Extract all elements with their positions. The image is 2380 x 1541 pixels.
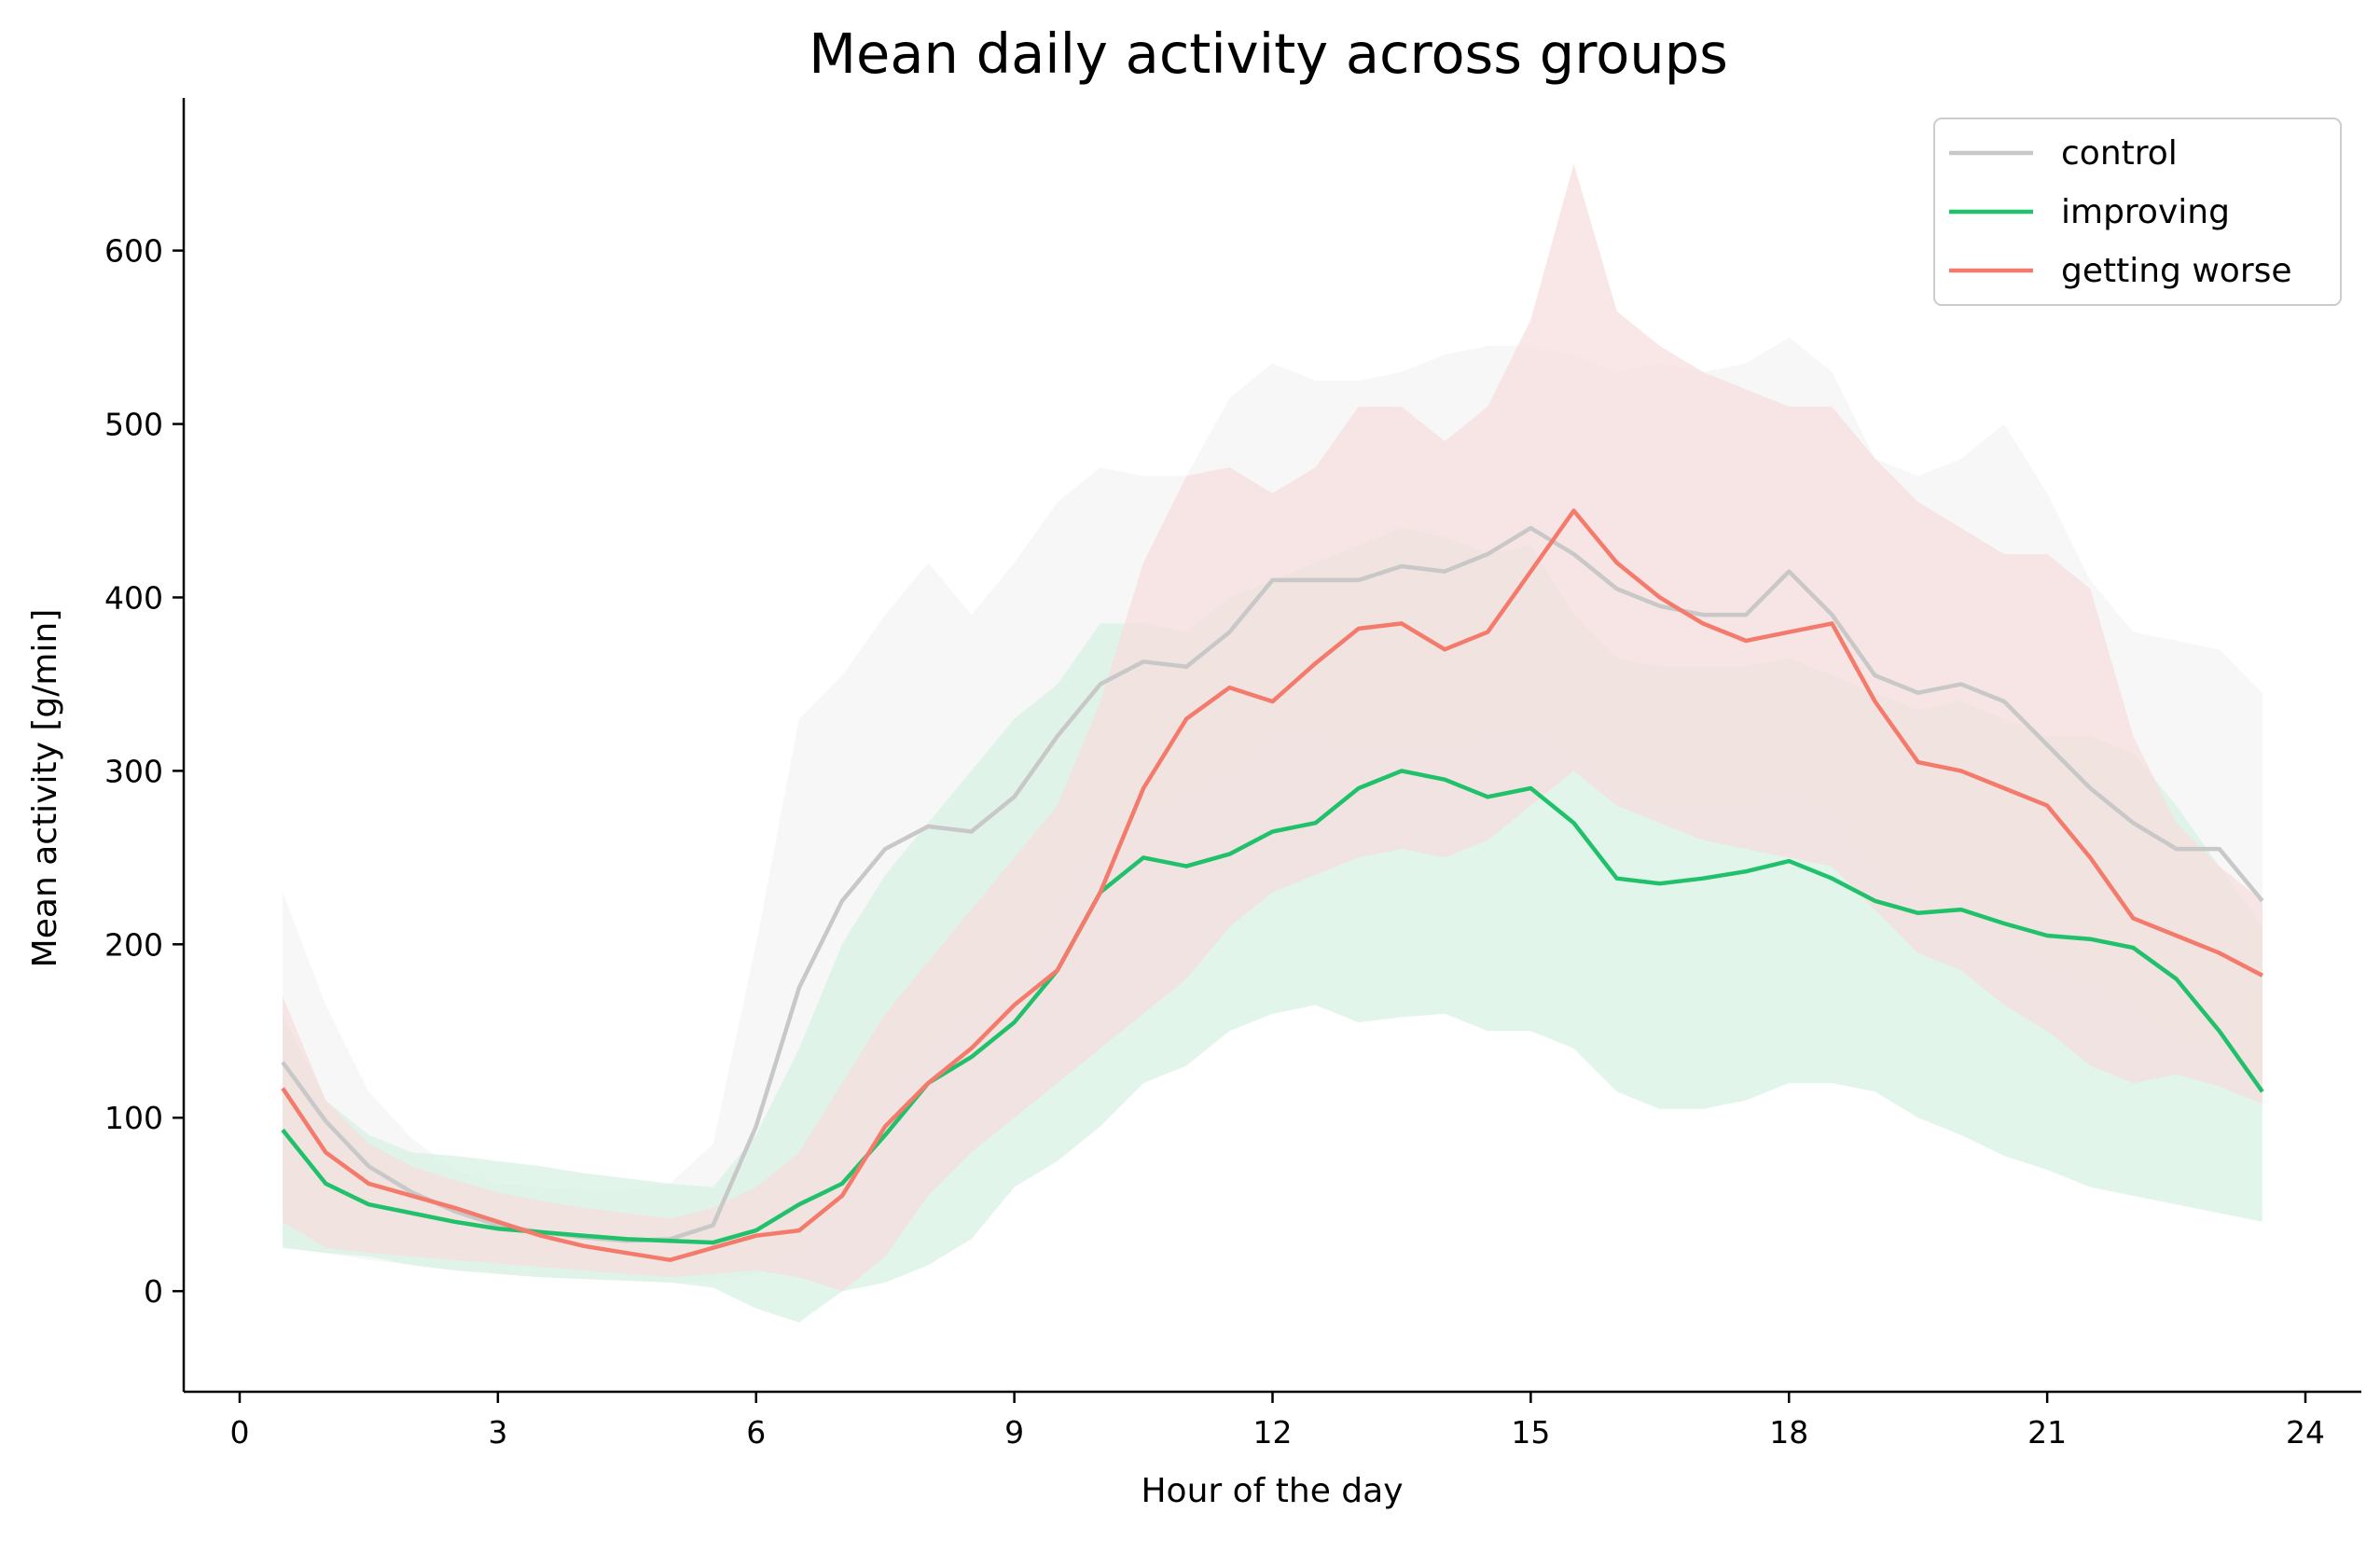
chart-title: Mean daily activity across groups bbox=[809, 21, 1728, 86]
y-tick-label: 200 bbox=[104, 926, 163, 963]
improving-line bbox=[281, 769, 2264, 1245]
x-tick-label: 21 bbox=[2027, 1414, 2067, 1451]
legend-label-control: control bbox=[2061, 134, 2178, 173]
y-tick-label: 0 bbox=[144, 1273, 163, 1310]
y-tick-label: 600 bbox=[104, 233, 163, 270]
x-tick-label: 9 bbox=[1004, 1414, 1024, 1451]
y-axis-ticks: 0 100 200 300 400 500 600 bbox=[104, 233, 184, 1310]
confidence-bands bbox=[283, 163, 2262, 1323]
x-tick-label: 0 bbox=[229, 1414, 249, 1451]
y-tick-label: 300 bbox=[104, 753, 163, 789]
y-tick-label: 400 bbox=[104, 579, 163, 616]
y-tick-label: 500 bbox=[104, 407, 163, 443]
legend: control improving getting worse bbox=[1933, 118, 2342, 306]
getting-worse-band bbox=[283, 163, 2262, 1292]
getting-worse-line bbox=[281, 508, 2263, 1262]
x-tick-label: 15 bbox=[1511, 1414, 1550, 1451]
legend-label-improving: improving bbox=[2061, 193, 2230, 231]
legend-label-getting-worse: getting worse bbox=[2061, 252, 2292, 290]
x-tick-label: 3 bbox=[488, 1414, 507, 1451]
x-axis-ticks: 0 3 6 9 12 15 18 21 24 bbox=[229, 1392, 2325, 1451]
series-lines bbox=[281, 508, 2264, 1262]
x-axis-title: Hour of the day bbox=[1141, 1472, 1403, 1510]
y-tick-label: 100 bbox=[104, 1100, 163, 1136]
y-axis-title: Mean activity [g/min] bbox=[26, 609, 64, 968]
legend-frame bbox=[1933, 118, 2342, 306]
x-tick-label: 18 bbox=[1769, 1414, 1808, 1451]
x-tick-label: 24 bbox=[2286, 1414, 2325, 1451]
x-tick-label: 6 bbox=[746, 1414, 766, 1451]
x-tick-label: 12 bbox=[1253, 1414, 1293, 1451]
